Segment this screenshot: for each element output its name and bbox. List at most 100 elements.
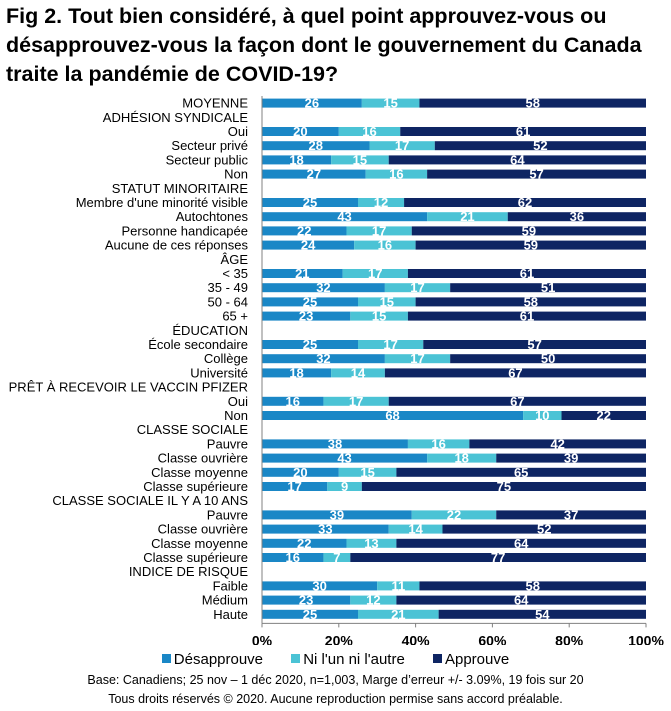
- data-label-ni: 17: [372, 223, 386, 238]
- x-tick-label: 0%: [252, 632, 273, 645]
- row-label: Haute: [213, 607, 248, 622]
- bar-segment-desapprouve: [262, 198, 358, 207]
- bar-segment-ni: [342, 269, 408, 278]
- data-label-ni: 14: [351, 365, 366, 380]
- bar-segment-ni: [327, 482, 362, 491]
- data-label-approuve: 54: [535, 607, 550, 622]
- group-header-label: ÂGE: [221, 252, 249, 267]
- row-label: Non: [224, 408, 248, 423]
- row-label: 65 +: [222, 309, 248, 324]
- bar-segment-approuve: [496, 453, 646, 463]
- data-label-ni: 17: [383, 337, 397, 352]
- row-label: Collège: [204, 351, 248, 366]
- data-label-ni: 17: [349, 394, 363, 409]
- bar-segment-desapprouve: [262, 283, 385, 293]
- row-label: Pauvre: [207, 507, 248, 522]
- legend-label-approuve: Approuve: [444, 651, 510, 668]
- row-label: Classe moyenne: [151, 536, 248, 551]
- group-header-label: CLASSE SOCIALE: [137, 422, 249, 437]
- data-label-approuve: 64: [514, 593, 529, 608]
- data-label-desapprouve: 18: [289, 365, 303, 380]
- bar-segment-approuve: [396, 538, 646, 548]
- bar-segment-desapprouve: [262, 510, 412, 520]
- bar-segment-approuve: [469, 439, 646, 449]
- data-label-desapprouve: 20: [293, 465, 307, 480]
- bar-segment-desapprouve: [262, 141, 370, 151]
- x-tick-label: 20%: [325, 632, 354, 645]
- group-header-label: ADHÉSION SYNDICALE: [103, 110, 249, 125]
- data-label-ni: 15: [380, 294, 394, 309]
- data-label-ni: 15: [372, 309, 386, 324]
- data-label-desapprouve: 22: [297, 536, 311, 551]
- row-label: Pauvre: [207, 436, 248, 451]
- bar-segment-approuve: [415, 240, 646, 250]
- data-label-approuve: 42: [550, 436, 564, 451]
- bar-segment-desapprouve: [262, 169, 366, 179]
- bar-segment-approuve: [419, 581, 646, 591]
- bar-segment-ni: [377, 581, 420, 591]
- data-label-desapprouve: 25: [303, 195, 317, 210]
- bar-segment-approuve: [434, 141, 646, 151]
- data-label-desapprouve: 24: [301, 238, 316, 253]
- data-label-desapprouve: 30: [312, 578, 326, 593]
- row-label: Université: [190, 365, 248, 380]
- data-label-ni: 12: [374, 195, 388, 210]
- data-label-approuve: 61: [516, 124, 530, 139]
- data-label-desapprouve: 16: [285, 550, 299, 565]
- bar-segment-approuve: [407, 311, 646, 321]
- data-label-ni: 22: [447, 507, 461, 522]
- row-label: 35 - 49: [208, 280, 248, 295]
- data-label-ni: 15: [360, 465, 374, 480]
- data-label-approuve: 50: [541, 351, 555, 366]
- bar-segment-desapprouve: [262, 127, 339, 136]
- data-label-approuve: 39: [564, 451, 578, 466]
- bar-segment-ni: [523, 411, 562, 420]
- bar-segment-approuve: [427, 169, 646, 179]
- bar-segment-desapprouve: [262, 354, 385, 364]
- row-label: Classe ouvrière: [158, 451, 248, 466]
- bar-segment-ni: [346, 538, 397, 548]
- data-label-desapprouve: 21: [295, 266, 309, 281]
- x-tick-label: 80%: [555, 632, 584, 645]
- bar-segment-approuve: [415, 297, 646, 307]
- data-label-approuve: 57: [527, 337, 541, 352]
- bar-segment-approuve: [561, 411, 646, 420]
- bar-segment-approuve: [388, 396, 646, 406]
- data-label-ni: 14: [408, 522, 423, 537]
- row-label: MOYENNE: [182, 96, 248, 111]
- bar-segment-approuve: [384, 368, 646, 378]
- legend-swatch-approuve: [432, 654, 442, 663]
- data-label-approuve: 22: [597, 408, 611, 423]
- bar-segment-desapprouve: [262, 212, 428, 222]
- bar-segment-desapprouve: [262, 155, 332, 165]
- bar-segment-ni: [427, 453, 497, 463]
- bar-segment-ni: [358, 340, 424, 349]
- footnote: Base: Canadiens; 25 nov – 1 déc 2020, n=…: [87, 673, 584, 687]
- x-tick-label: 60%: [478, 632, 507, 645]
- bar-segment-ni: [365, 169, 428, 179]
- bar-segment-ni: [427, 212, 508, 222]
- bar-segment-ni: [338, 127, 401, 136]
- data-label-desapprouve: 28: [309, 138, 323, 153]
- data-label-ni: 17: [410, 280, 424, 295]
- bar-segment-approuve: [496, 510, 646, 520]
- row-label: Classe supérieure: [143, 479, 248, 494]
- bar-segment-approuve: [350, 553, 646, 562]
- data-label-approuve: 61: [520, 266, 534, 281]
- bar-segment-ni: [411, 510, 497, 520]
- group-header-label: STATUT MINORITAIRE: [112, 181, 249, 196]
- legend-label-ni: Ni l'un ni l'autre: [303, 651, 405, 668]
- legend: Désapprouve Ni l'un ni l'autre Approuve: [0, 651, 671, 668]
- data-label-desapprouve: 32: [316, 351, 330, 366]
- data-label-desapprouve: 18: [289, 152, 303, 167]
- bar-segment-ni: [354, 240, 416, 250]
- bar-segment-desapprouve: [262, 595, 351, 605]
- bar-segment-ni: [323, 553, 351, 562]
- data-label-desapprouve: 22: [297, 223, 311, 238]
- group-header-label: PRÊT À RECEVOIR LE VACCIN PFIZER: [9, 380, 248, 395]
- bar-segment-ni: [384, 354, 451, 364]
- row-label: Personne handicapée: [122, 223, 249, 238]
- data-label-desapprouve: 25: [303, 294, 317, 309]
- data-label-ni: 17: [410, 351, 424, 366]
- row-label: Classe supérieure: [143, 550, 248, 565]
